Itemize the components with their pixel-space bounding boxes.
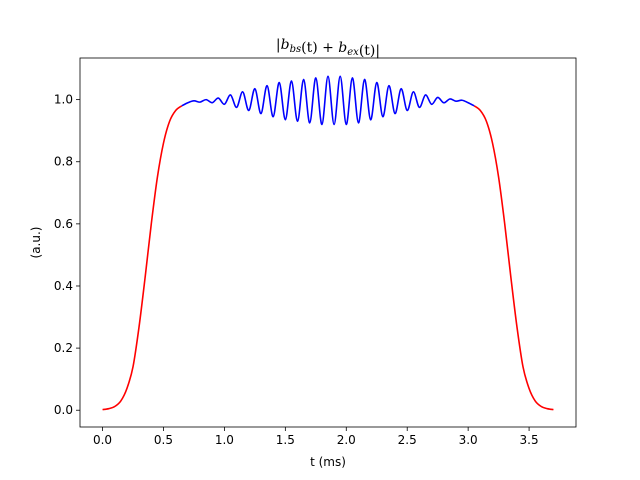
y-axis-ticks: 0.0 0.2 0.4 0.6 0.8 1.0 [54,93,80,417]
x-tick-label: 0.5 [154,433,173,447]
series-line-0-segment-1 [473,105,554,411]
chart-title: |bbs(t) + bex(t)| [276,37,380,59]
x-tick-label: 3.0 [459,433,478,447]
y-axis-label: (a.u.) [29,227,43,259]
x-tick-label: 2.5 [398,433,417,447]
x-tick-label: 1.0 [215,433,234,447]
y-tick-label: 1.0 [54,93,73,107]
y-tick-label: 0.4 [54,279,73,293]
y-tick-label: 0.0 [54,403,73,417]
x-tick-label: 0.0 [93,433,112,447]
x-tick-label: 2.0 [337,433,356,447]
x-axis-label: t (ms) [310,455,346,469]
x-tick-label: 1.5 [276,433,295,447]
plot-frame [79,57,577,428]
x-axis-ticks: 0.0 0.5 1.0 1.5 2.0 2.5 3.0 3.5 [93,427,539,447]
plot-lines [102,75,554,411]
series-line-0-segment-0 [102,105,183,411]
y-tick-label: 0.8 [54,155,73,169]
y-tick-label: 0.2 [54,341,73,355]
y-tick-label: 0.6 [54,217,73,231]
series-line-1-segment-0 [181,75,475,126]
x-tick-label: 3.5 [520,433,539,447]
